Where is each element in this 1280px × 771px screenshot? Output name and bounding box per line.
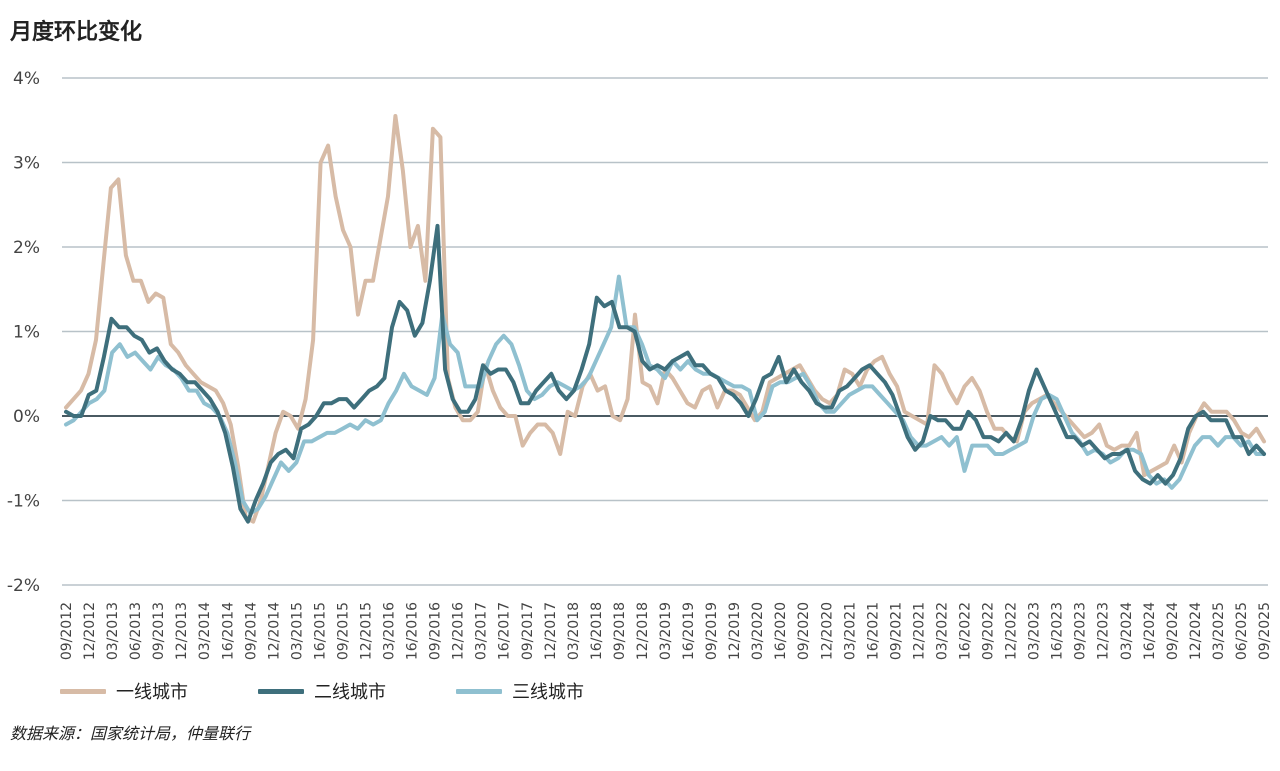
x-tick-label: 03/2023 [1027,602,1043,660]
x-tick-label: 09/2020 [796,602,812,660]
x-tick-label: 12/2017 [543,602,559,660]
x-tick-label: 09/2012 [59,602,75,660]
x-tick-label: 09/2014 [243,602,259,660]
x-tick-label: 16/2022 [958,602,974,660]
y-tick-label: -1% [7,492,40,512]
x-tick-label: 09/2016 [428,602,444,660]
x-tick-label: 06/2013 [128,602,144,660]
x-tick-label: 16/2020 [773,602,789,660]
x-axis-ticks: 09/2012 12/2012 03/2013 06/2013 09/2013 12/20… [59,602,1273,660]
x-tick-label: 12/2019 [727,602,743,660]
y-axis-ticks: -2% -1% 0% 1% 2% 3% 4% [7,69,40,596]
legend-label-tier2: 二线城市 [314,682,386,703]
x-tick-label: 16/2016 [405,602,421,660]
legend-swatch-tier2 [258,688,304,694]
x-tick-label: 03/2015 [289,602,305,660]
y-tick-label: 4% [13,69,40,89]
x-tick-label: 03/2022 [934,602,950,660]
y-tick-label: 2% [13,238,40,258]
x-tick-label: 09/2019 [704,602,720,660]
x-tick-label: 09/2013 [151,602,167,660]
x-tick-label: 06/2025 [1234,602,1250,660]
x-tick-label: 12/2021 [911,602,927,660]
legend-item-tier1: 一线城市 [60,678,188,704]
x-tick-label: 03/2020 [750,602,766,660]
series-lines [64,114,1266,524]
legend-label-tier3: 三线城市 [512,682,584,703]
legend-swatch-tier1 [60,688,106,694]
y-tick-label: 3% [13,154,40,174]
x-tick-label: 03/2013 [105,602,121,660]
x-tick-label: 09/2015 [335,602,351,660]
x-tick-label: 16/2021 [865,602,881,660]
x-tick-label: 12/2012 [82,602,98,660]
x-tick-label: 03/2014 [197,602,213,660]
legend-swatch-tier3 [456,688,502,694]
x-tick-label: 16/2014 [220,602,236,660]
series-line-tier2 [64,223,1266,524]
x-tick-label: 16/2023 [1050,602,1066,660]
x-tick-label: 12/2016 [451,602,467,660]
chart-title: 月度环比变化 [10,20,143,45]
x-tick-label: 03/2024 [1119,602,1135,660]
x-tick-label: 03/2016 [382,602,398,660]
x-tick-label: 12/2023 [1096,602,1112,660]
x-tick-label: 12/2015 [359,602,375,660]
source-note: 数据来源：国家统计局，仲量联行 [10,724,251,743]
x-tick-label: 16/2024 [1142,602,1158,660]
x-tick-label: 12/2024 [1188,602,1204,660]
x-tick-label: 09/2017 [520,602,536,660]
x-tick-label: 12/2013 [174,602,190,660]
x-tick-label: 16/2018 [589,602,605,660]
x-tick-label: 09/2018 [612,602,628,660]
x-tick-label: 16/2019 [681,602,697,660]
legend-item-tier2: 二线城市 [258,678,386,704]
y-tick-label: -2% [7,576,40,596]
x-tick-label: 09/2021 [888,602,904,660]
x-tick-label: 03/2018 [566,602,582,660]
x-tick-label: 12/2014 [266,602,282,660]
x-tick-label: 12/2020 [819,602,835,660]
series-line-tier3 [64,274,1266,516]
x-tick-label: 03/2019 [658,602,674,660]
x-tick-label: 03/2017 [474,602,490,660]
legend: 一线城市 二线城市 三线城市 [60,678,654,704]
x-tick-label: 09/2024 [1165,602,1181,660]
x-tick-label: 03/2025 [1211,602,1227,660]
x-tick-label: 16/2015 [312,602,328,660]
x-tick-label: 12/2018 [635,602,651,660]
series-line-tier1 [64,114,1266,524]
x-tick-label: 12/2022 [1004,602,1020,660]
y-tick-label: 0% [13,407,40,427]
x-tick-label: 09/2022 [981,602,997,660]
x-tick-label: 03/2021 [842,602,858,660]
legend-label-tier1: 一线城市 [116,682,188,703]
legend-item-tier3: 三线城市 [456,678,584,704]
x-tick-label: 09/2025 [1257,602,1273,660]
y-tick-label: 1% [13,323,40,343]
x-tick-label: 16/2017 [497,602,513,660]
x-tick-label: 09/2023 [1073,602,1089,660]
